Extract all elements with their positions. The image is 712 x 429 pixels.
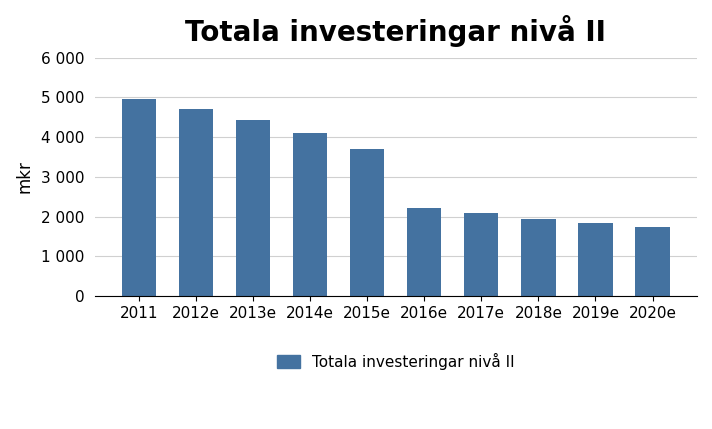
Bar [122,100,156,296]
Bar [293,133,328,296]
Bar [521,219,555,296]
Legend: Totala investeringar nivå II: Totala investeringar nivå II [271,347,520,376]
Bar [236,120,271,296]
Title: Totala investeringar nivå II: Totala investeringar nivå II [185,15,606,47]
Y-axis label: mkr: mkr [15,160,33,193]
Bar [578,223,612,296]
Bar [179,109,213,296]
Bar [635,227,669,296]
Bar [407,208,441,296]
Bar [464,213,498,296]
Bar [350,149,384,296]
